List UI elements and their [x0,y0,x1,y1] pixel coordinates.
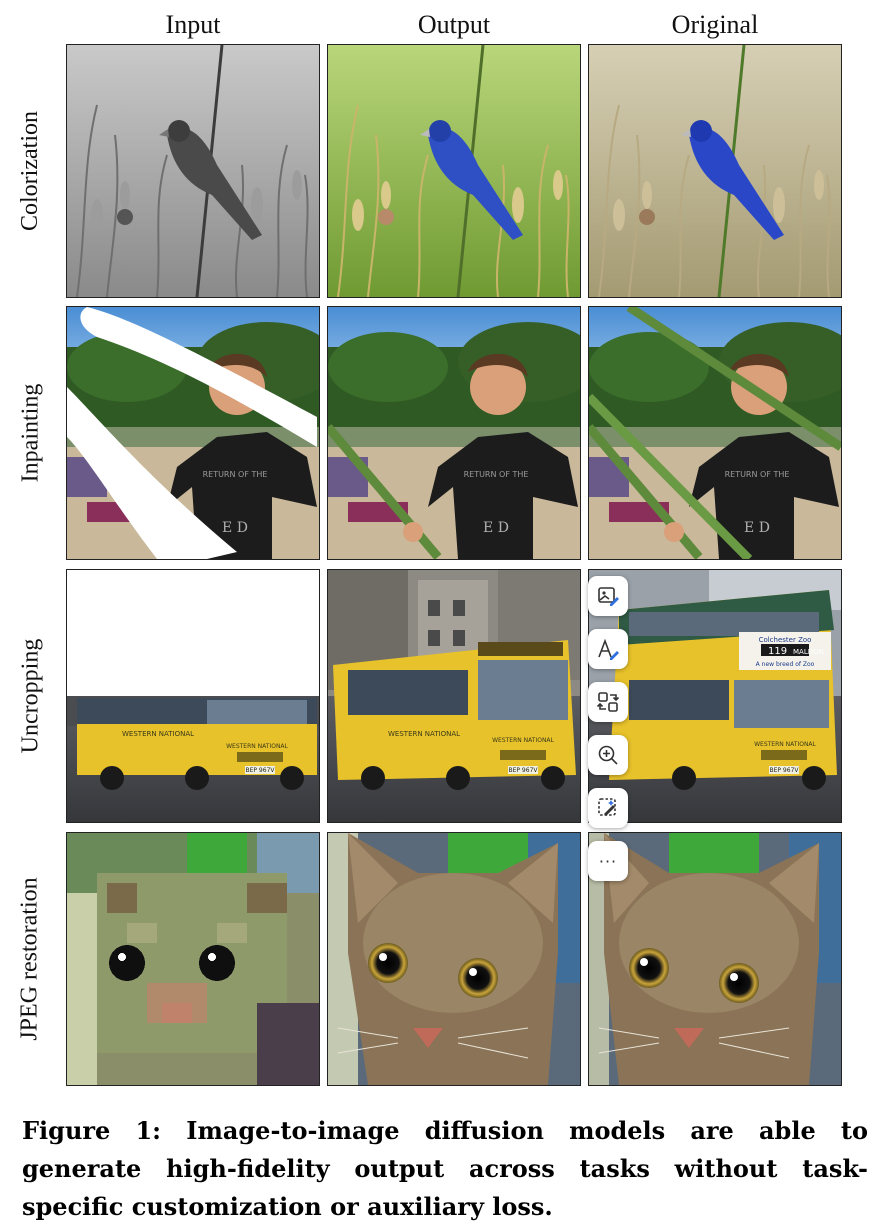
bus-banner-top-text: Colchester Zoo [759,636,812,644]
shirt-letters: E D [222,520,248,536]
jpeg-original-image [588,832,842,1086]
inpainting-input-image: RETURN OF THE E D [66,306,320,560]
swap-button[interactable] [588,682,628,722]
uncropping-original-image: Colchester Zoo 119 MALDON A new breed of… [588,569,842,823]
colorization-output-image [327,44,581,298]
shirt-text: RETURN OF THE [203,470,268,479]
bus-route-number: 119 [768,646,787,657]
zoom-in-icon [598,745,618,765]
bus-plate-text: BEP 967V [509,767,539,774]
image-edit-button[interactable] [588,576,628,616]
row-label-uncropping: Uncropping [17,638,43,754]
bus-side-text: WESTERN NATIONAL [388,730,460,738]
column-header-input: Input [165,10,221,39]
shirt-text: RETURN OF THE [464,470,529,479]
uncropping-input-image: WESTERN NATIONAL WESTERN NATIONAL BEP 96… [66,569,320,823]
bus-side-text: WESTERN NATIONAL [122,730,194,738]
zoom-in-button[interactable] [588,735,628,775]
bus-front-text: WESTERN NATIONAL [226,743,288,750]
text-edit-button[interactable] [588,629,628,669]
jpeg-output-image [327,832,581,1086]
more-options-button[interactable]: ··· [588,841,628,881]
inpainting-original-image: RETURN OF THE E D [588,306,842,560]
inpainting-output-image: RETURN OF THE E D [327,306,581,560]
row-label-inpainting: Inpainting [17,383,43,483]
uncropping-output-image: WESTERN NATIONAL WESTERN NATIONAL BEP 96… [327,569,581,823]
bus-banner-bottom-text: A new breed of Zoo [756,661,815,668]
magic-select-button[interactable] [588,788,628,828]
shirt-letters: E D [483,520,509,536]
figure-caption: Figure 1: Image-to-image diffusion model… [22,1116,868,1221]
shirt-letters: E D [744,520,770,536]
column-header-original: Original [671,10,759,39]
more-icon: ··· [598,851,618,871]
colorization-input-image [66,44,320,298]
bus-front-text: WESTERN NATIONAL [754,741,816,748]
row-label-colorization: Colorization [17,111,44,231]
jpeg-input-image [66,832,320,1086]
text-edit-icon [598,638,619,660]
magic-select-icon [598,798,616,816]
bus-destination-text: MALDON [793,648,824,656]
bus-front-text: WESTERN NATIONAL [492,737,554,744]
image-toolbar: ··· [588,576,628,881]
column-header-output: Output [417,10,491,39]
bus-plate-text: BEP 967V [770,767,800,774]
bus-plate-text: BEP 967V [246,767,276,774]
row-label-jpeg-restoration: JPEG restoration [17,877,43,1041]
swap-icon [596,692,620,712]
shirt-text: RETURN OF THE [725,470,790,479]
colorization-original-image [588,44,842,298]
image-edit-icon [598,587,619,606]
